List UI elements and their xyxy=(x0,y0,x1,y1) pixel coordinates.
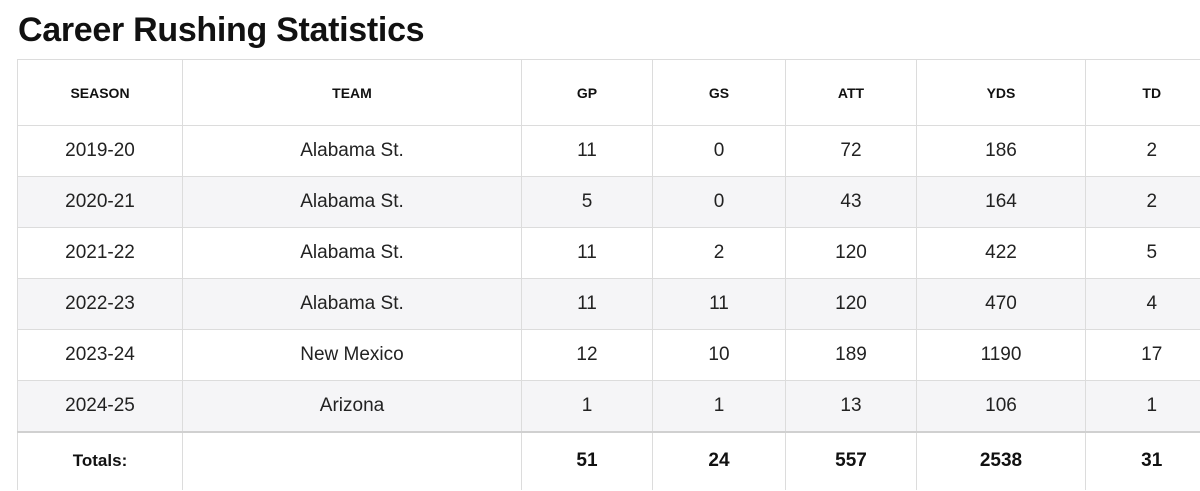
team-cell: Alabama St. xyxy=(182,125,522,177)
att-cell: 189 xyxy=(785,329,917,381)
column-header-td[interactable]: TD xyxy=(1085,59,1200,126)
totals-row: Totals: 51 24 557 2538 31 xyxy=(17,430,1200,490)
rushing-stats-table: SEASON TEAM GP GS ATT YDS TD 2019-20 Alab… xyxy=(17,59,1200,490)
table-header-row: SEASON TEAM GP GS ATT YDS TD xyxy=(17,59,1200,126)
season-cell: 2024-25 xyxy=(17,380,183,432)
yds-cell: 106 xyxy=(916,380,1086,432)
season-cell: 2021-22 xyxy=(17,227,183,279)
season-cell: 2023-24 xyxy=(17,329,183,381)
table-row: 2019-20 Alabama St. 11 0 72 186 2 xyxy=(17,125,1200,177)
td-cell: 2 xyxy=(1085,125,1200,177)
team-cell: New Mexico xyxy=(182,329,522,381)
gp-cell: 5 xyxy=(521,176,653,228)
column-header-gs[interactable]: GS xyxy=(652,59,786,126)
column-header-gp[interactable]: GP xyxy=(521,59,653,126)
gs-cell: 0 xyxy=(652,176,786,228)
team-cell: Alabama St. xyxy=(182,176,522,228)
yds-cell: 422 xyxy=(916,227,1086,279)
table-row: 2023-24 New Mexico 12 10 189 1190 17 xyxy=(17,329,1200,381)
totals-label: Totals: xyxy=(17,430,183,490)
yds-cell: 164 xyxy=(916,176,1086,228)
gp-cell: 11 xyxy=(521,227,653,279)
totals-att-cell: 557 xyxy=(785,430,917,490)
team-cell: Arizona xyxy=(182,380,522,432)
gs-cell: 0 xyxy=(652,125,786,177)
column-header-yds[interactable]: YDS xyxy=(916,59,1086,126)
gp-cell: 11 xyxy=(521,125,653,177)
season-cell: 2022-23 xyxy=(17,278,183,330)
td-cell: 2 xyxy=(1085,176,1200,228)
gp-cell: 11 xyxy=(521,278,653,330)
att-cell: 43 xyxy=(785,176,917,228)
totals-td-cell: 31 xyxy=(1085,430,1200,490)
totals-gs-cell: 24 xyxy=(652,430,786,490)
column-header-team[interactable]: TEAM xyxy=(182,59,522,126)
yds-cell: 186 xyxy=(916,125,1086,177)
column-header-season[interactable]: SEASON xyxy=(17,59,183,126)
team-cell: Alabama St. xyxy=(182,227,522,279)
att-cell: 72 xyxy=(785,125,917,177)
season-cell: 2020-21 xyxy=(17,176,183,228)
gs-cell: 11 xyxy=(652,278,786,330)
totals-team-cell xyxy=(182,430,522,490)
gs-cell: 1 xyxy=(652,380,786,432)
totals-yds-cell: 2538 xyxy=(916,430,1086,490)
gp-cell: 12 xyxy=(521,329,653,381)
gp-cell: 1 xyxy=(521,380,653,432)
totals-gp-cell: 51 xyxy=(521,430,653,490)
att-cell: 13 xyxy=(785,380,917,432)
td-cell: 5 xyxy=(1085,227,1200,279)
table-body: 2019-20 Alabama St. 11 0 72 186 2 2020-21 Alabam… xyxy=(17,125,1200,432)
yds-cell: 1190 xyxy=(916,329,1086,381)
page-title: Career Rushing Statistics xyxy=(18,11,425,49)
table-row: 2020-21 Alabama St. 5 0 43 164 2 xyxy=(17,176,1200,228)
att-cell: 120 xyxy=(785,278,917,330)
season-cell: 2019-20 xyxy=(17,125,183,177)
table-row: 2021-22 Alabama St. 11 2 120 422 5 xyxy=(17,227,1200,279)
team-cell: Alabama St. xyxy=(182,278,522,330)
td-cell: 4 xyxy=(1085,278,1200,330)
gs-cell: 10 xyxy=(652,329,786,381)
td-cell: 1 xyxy=(1085,380,1200,432)
column-header-att[interactable]: ATT xyxy=(785,59,917,126)
table-row: 2024-25 Arizona 1 1 13 106 1 xyxy=(17,380,1200,432)
yds-cell: 470 xyxy=(916,278,1086,330)
table-row: 2022-23 Alabama St. 11 11 120 470 4 xyxy=(17,278,1200,330)
td-cell: 17 xyxy=(1085,329,1200,381)
gs-cell: 2 xyxy=(652,227,786,279)
att-cell: 120 xyxy=(785,227,917,279)
